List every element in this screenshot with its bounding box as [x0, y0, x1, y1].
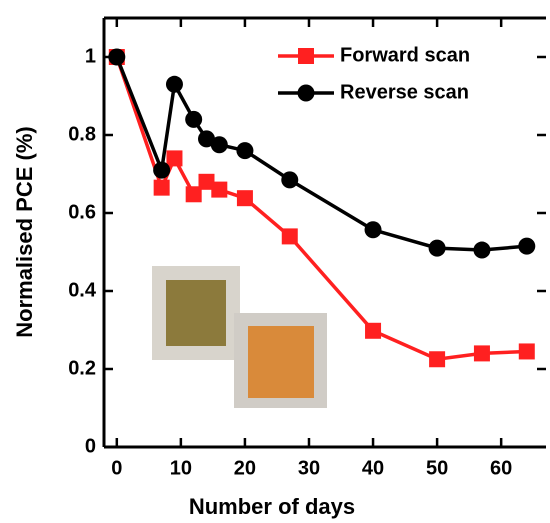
y-tick-label: 0.6: [68, 201, 96, 223]
legend-marker: [298, 48, 314, 64]
x-tick-label: 20: [234, 457, 256, 479]
data-point: [365, 323, 381, 339]
y-tick-label: 0.2: [68, 357, 96, 379]
data-point: [166, 76, 183, 93]
data-point: [365, 221, 382, 238]
legend-marker: [298, 85, 315, 102]
inset-photos: [152, 266, 327, 408]
data-point: [518, 238, 535, 255]
y-tick-label: 1: [85, 45, 96, 67]
x-tick-label: 40: [362, 457, 384, 479]
data-point: [236, 142, 253, 159]
data-point: [211, 136, 228, 153]
x-tick-label: 50: [426, 457, 448, 479]
legend-label: Reverse scan: [340, 81, 469, 103]
data-point: [429, 240, 446, 257]
photo-cell: [248, 326, 314, 398]
data-point: [429, 351, 445, 367]
data-point: [108, 49, 125, 66]
y-tick-label: 0.4: [68, 279, 97, 301]
x-tick-label: 60: [490, 457, 512, 479]
chart: Number of days Normalised PCE (%) 010203…: [0, 0, 550, 523]
photo-cell: [166, 280, 226, 346]
data-point: [474, 345, 490, 361]
data-point: [153, 162, 170, 179]
data-point: [473, 242, 490, 259]
legend-label: Forward scan: [340, 44, 470, 66]
x-axis-label: Number of days: [189, 494, 355, 519]
x-tick-label: 30: [298, 457, 320, 479]
data-point: [154, 180, 170, 196]
y-tick-label: 0.8: [68, 123, 96, 145]
y-tick-label: 0: [85, 435, 96, 457]
x-tick-label: 0: [111, 457, 122, 479]
data-point: [166, 150, 182, 166]
data-point: [211, 182, 227, 198]
y-axis-label: Normalised PCE (%): [12, 126, 37, 338]
data-point: [519, 343, 535, 359]
data-point: [282, 228, 298, 244]
data-point: [237, 190, 253, 206]
x-tick-label: 10: [170, 457, 192, 479]
data-point: [185, 111, 202, 128]
data-point: [281, 171, 298, 188]
